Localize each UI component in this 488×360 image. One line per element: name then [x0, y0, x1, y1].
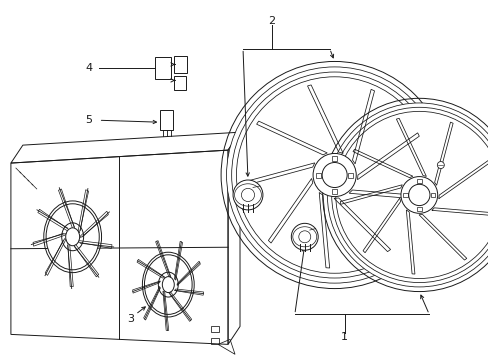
Bar [430, 193, 434, 197]
Circle shape [291, 223, 318, 250]
Bar [155, 58, 171, 80]
Circle shape [298, 231, 310, 243]
Bar [347, 172, 353, 177]
Bar [416, 207, 421, 211]
Circle shape [400, 177, 437, 213]
Bar [174, 76, 186, 90]
Circle shape [436, 162, 444, 168]
Text: 3: 3 [127, 314, 134, 324]
Ellipse shape [61, 223, 83, 251]
Bar [331, 156, 336, 161]
Circle shape [331, 107, 488, 283]
Text: 5: 5 [85, 115, 92, 125]
Circle shape [326, 103, 488, 287]
Bar [211, 327, 219, 332]
Bar [403, 193, 407, 197]
Text: 2: 2 [268, 15, 275, 26]
Text: 1: 1 [341, 332, 347, 342]
Circle shape [226, 67, 442, 283]
Bar [174, 57, 187, 73]
Ellipse shape [65, 228, 80, 246]
Text: 4: 4 [85, 63, 92, 73]
Ellipse shape [144, 255, 192, 314]
Ellipse shape [46, 204, 99, 270]
Bar [416, 179, 421, 183]
Ellipse shape [234, 184, 261, 206]
Circle shape [236, 77, 432, 273]
Bar [211, 338, 219, 345]
Bar [315, 172, 320, 177]
Bar [160, 110, 173, 130]
Circle shape [322, 162, 346, 188]
Ellipse shape [292, 227, 316, 247]
Circle shape [241, 188, 254, 202]
Circle shape [233, 180, 263, 210]
Circle shape [312, 153, 355, 197]
Circle shape [335, 111, 488, 279]
Ellipse shape [158, 272, 178, 297]
Circle shape [408, 184, 429, 206]
Circle shape [231, 72, 437, 278]
Ellipse shape [162, 276, 174, 293]
Bar [331, 189, 336, 194]
